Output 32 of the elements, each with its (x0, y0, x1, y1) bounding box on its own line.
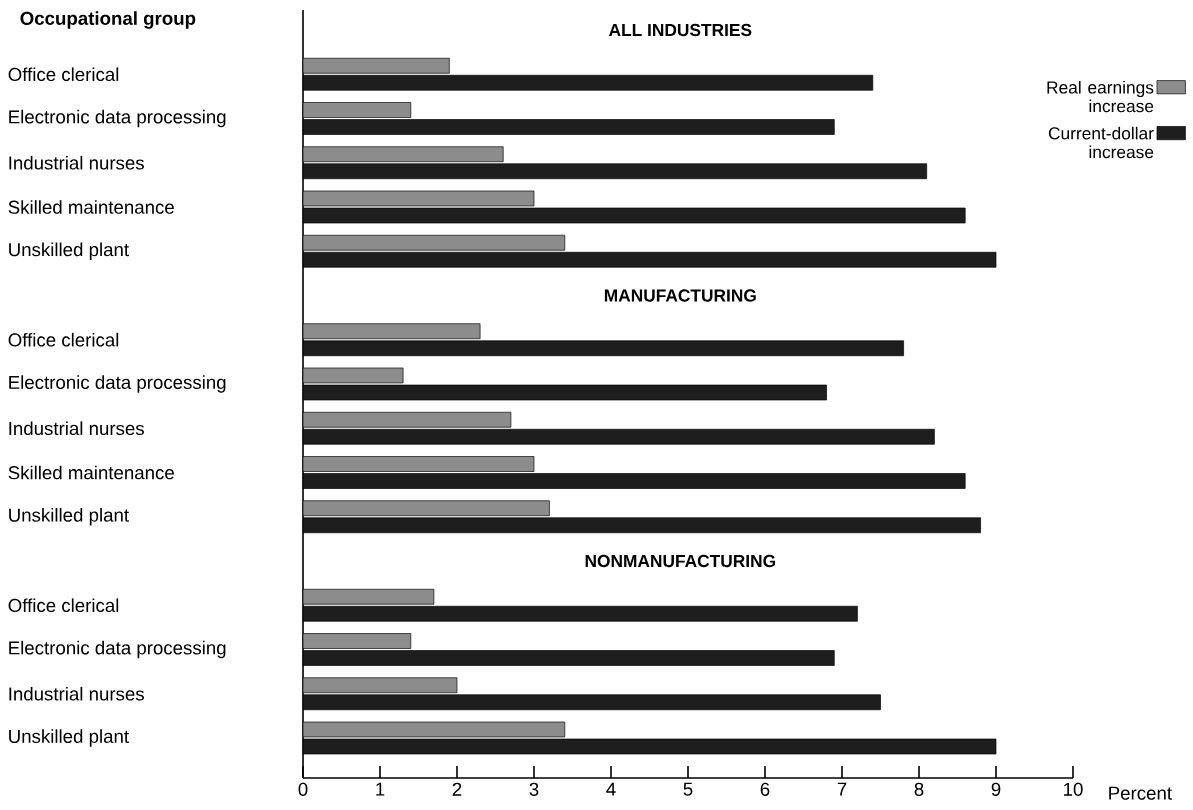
y-axis-title: Occupational group (20, 11, 196, 29)
x-tick-label: 1 (376, 782, 385, 796)
x-tick-label: 3 (529, 782, 539, 796)
y-tick-label: Unskilled plant (9, 242, 129, 260)
y-tick-label: Industrial nurses (9, 421, 144, 436)
annotation: MANUFACTURING (604, 289, 756, 302)
x-tick-label: 0 (298, 782, 308, 796)
y-tick-label: Skilled maintenance (8, 465, 174, 480)
x-tick-label: 10 (1064, 782, 1083, 796)
x-tick-label: 9 (991, 782, 1001, 796)
x-tick-label: 4 (606, 782, 616, 796)
y-tick-label: Office clerical (8, 598, 119, 613)
y-tick-label: Electronic data processing (9, 109, 226, 128)
annotation: NONMANUFACTURING (585, 554, 776, 568)
y-tick-label: Unskilled plant (9, 508, 129, 526)
y-tick-label: Unskilled plant (9, 729, 129, 747)
y-tick-label: Electronic data processing (9, 375, 226, 393)
y-tick-label: Industrial nurses (9, 155, 144, 170)
annotation: ALL INDUSTRIES (609, 23, 752, 37)
x-axis-title: Percent (1109, 786, 1172, 800)
x-tick-label: 2 (452, 782, 462, 796)
y-tick-label: Office clerical (8, 332, 119, 347)
y-tick-label: Industrial nurses (9, 686, 144, 701)
y-tick-label: Office clerical (8, 67, 119, 82)
x-tick-label: 5 (683, 782, 693, 796)
legend-label: Real earnings increase (1047, 80, 1154, 113)
y-tick-label: Electronic data processing (9, 640, 226, 659)
x-tick-label: 7 (837, 782, 847, 796)
x-tick-label: 8 (914, 782, 924, 796)
x-tick-label: 6 (760, 782, 770, 796)
y-tick-label: Skilled maintenance (8, 200, 174, 214)
legend-label: Current-dollar increase (1048, 126, 1154, 159)
